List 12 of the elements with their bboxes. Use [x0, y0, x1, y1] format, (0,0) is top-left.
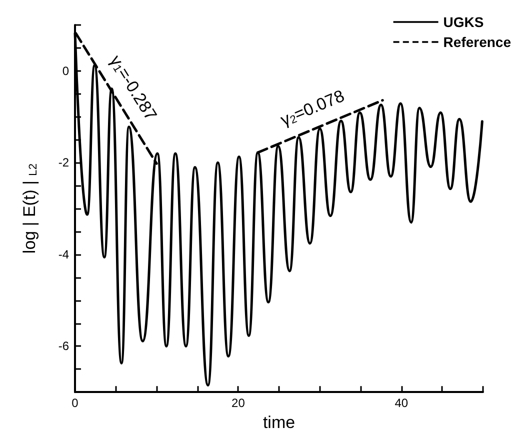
- x-tick-label: 0: [72, 396, 79, 410]
- legend-label: UGKS: [443, 14, 484, 30]
- legend-label: Reference: [443, 34, 512, 50]
- y-tick-label: -6: [58, 339, 70, 354]
- y-tick-label: 0: [62, 64, 70, 78]
- y-axis-title: log | E(t) | L2: [20, 164, 40, 254]
- x-tick-label: 20: [232, 396, 246, 410]
- annotation: γ2=0.078: [278, 86, 348, 130]
- x-tick-label: 40: [394, 396, 408, 410]
- y-tick-label: -4: [58, 247, 70, 262]
- x-axis-title: time: [262, 413, 296, 432]
- y-tick-label: -2: [58, 156, 70, 170]
